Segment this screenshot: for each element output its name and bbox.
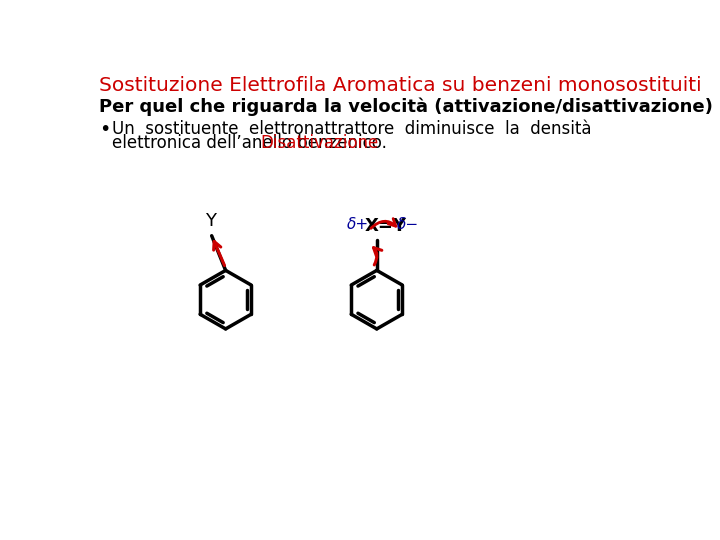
Text: Per quel che riguarda la velocità (attivazione/disattivazione): Per quel che riguarda la velocità (attiv… (99, 97, 714, 116)
Text: Disattivazione: Disattivazione (261, 134, 379, 152)
Text: Y: Y (204, 212, 215, 230)
Text: elettronica dell’anello benzenico.: elettronica dell’anello benzenico. (112, 134, 392, 152)
Text: δ+: δ+ (347, 217, 369, 232)
Text: δ−: δ− (397, 217, 419, 232)
Text: X=Y: X=Y (365, 217, 407, 235)
Text: •: • (99, 120, 111, 139)
Text: Sostituzione Elettrofila Aromatica su benzeni monosostituiti: Sostituzione Elettrofila Aromatica su be… (99, 76, 702, 94)
Text: Un  sostituente  elettronattrattore  diminuisce  la  densità: Un sostituente elettronattrattore diminu… (112, 120, 591, 138)
